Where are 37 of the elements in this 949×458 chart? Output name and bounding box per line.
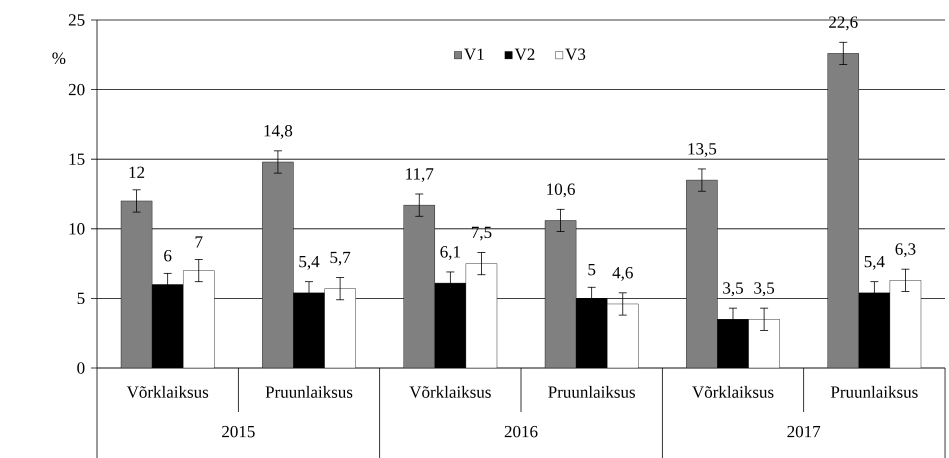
data-label: 3,5 xyxy=(723,282,743,296)
text: 2015 xyxy=(222,426,255,438)
data-label: 4,6 xyxy=(612,267,633,281)
y-tick-label: 5 xyxy=(78,292,84,304)
data-label: 22,6 xyxy=(829,16,858,30)
data-label: 6,1 xyxy=(440,246,460,260)
x-tick-label: Võrklaiksus xyxy=(126,386,208,398)
data-label: 3,5 xyxy=(754,282,774,296)
x-tick-label: Pruunlaiksus xyxy=(830,386,918,398)
data-label: 13,5 xyxy=(688,143,716,158)
data-label: 14,8 xyxy=(264,124,292,139)
y-tick-label: 0 xyxy=(77,362,84,374)
text: 2017 xyxy=(787,426,820,438)
data-label: 11,7 xyxy=(406,168,434,182)
x-tick-label: Pruunlaiksus xyxy=(266,386,352,398)
legend-label: V2 xyxy=(514,48,534,60)
data-label: 5,4 xyxy=(299,256,320,270)
legend-label: V3 xyxy=(565,48,586,60)
x-tick-label: Võrklaiksus xyxy=(692,386,774,398)
x-tick-label: Pruunlaiksus xyxy=(548,386,635,398)
data-label: 5 xyxy=(588,264,596,276)
x-tick-label: Võrklaiksus xyxy=(409,386,491,398)
data-label: 7,5 xyxy=(472,226,492,241)
data-label: 12 xyxy=(130,166,144,178)
text: 2016 xyxy=(504,426,538,438)
y-tick-label: 25 xyxy=(68,14,84,26)
y-tick-label: 20 xyxy=(68,84,84,96)
data-label: 5,7 xyxy=(330,252,350,266)
data-label: 6 xyxy=(164,250,172,262)
legend-label: V1 xyxy=(464,48,484,60)
data-label: 7 xyxy=(196,236,203,248)
data-label: 10,6 xyxy=(547,183,575,198)
data-label: 5,4 xyxy=(864,256,885,270)
y-axis-title: % xyxy=(52,52,66,64)
y-tick-label: 15 xyxy=(70,154,84,165)
y-tick-label: 10 xyxy=(70,223,84,235)
data-label: 6,3 xyxy=(896,243,916,258)
